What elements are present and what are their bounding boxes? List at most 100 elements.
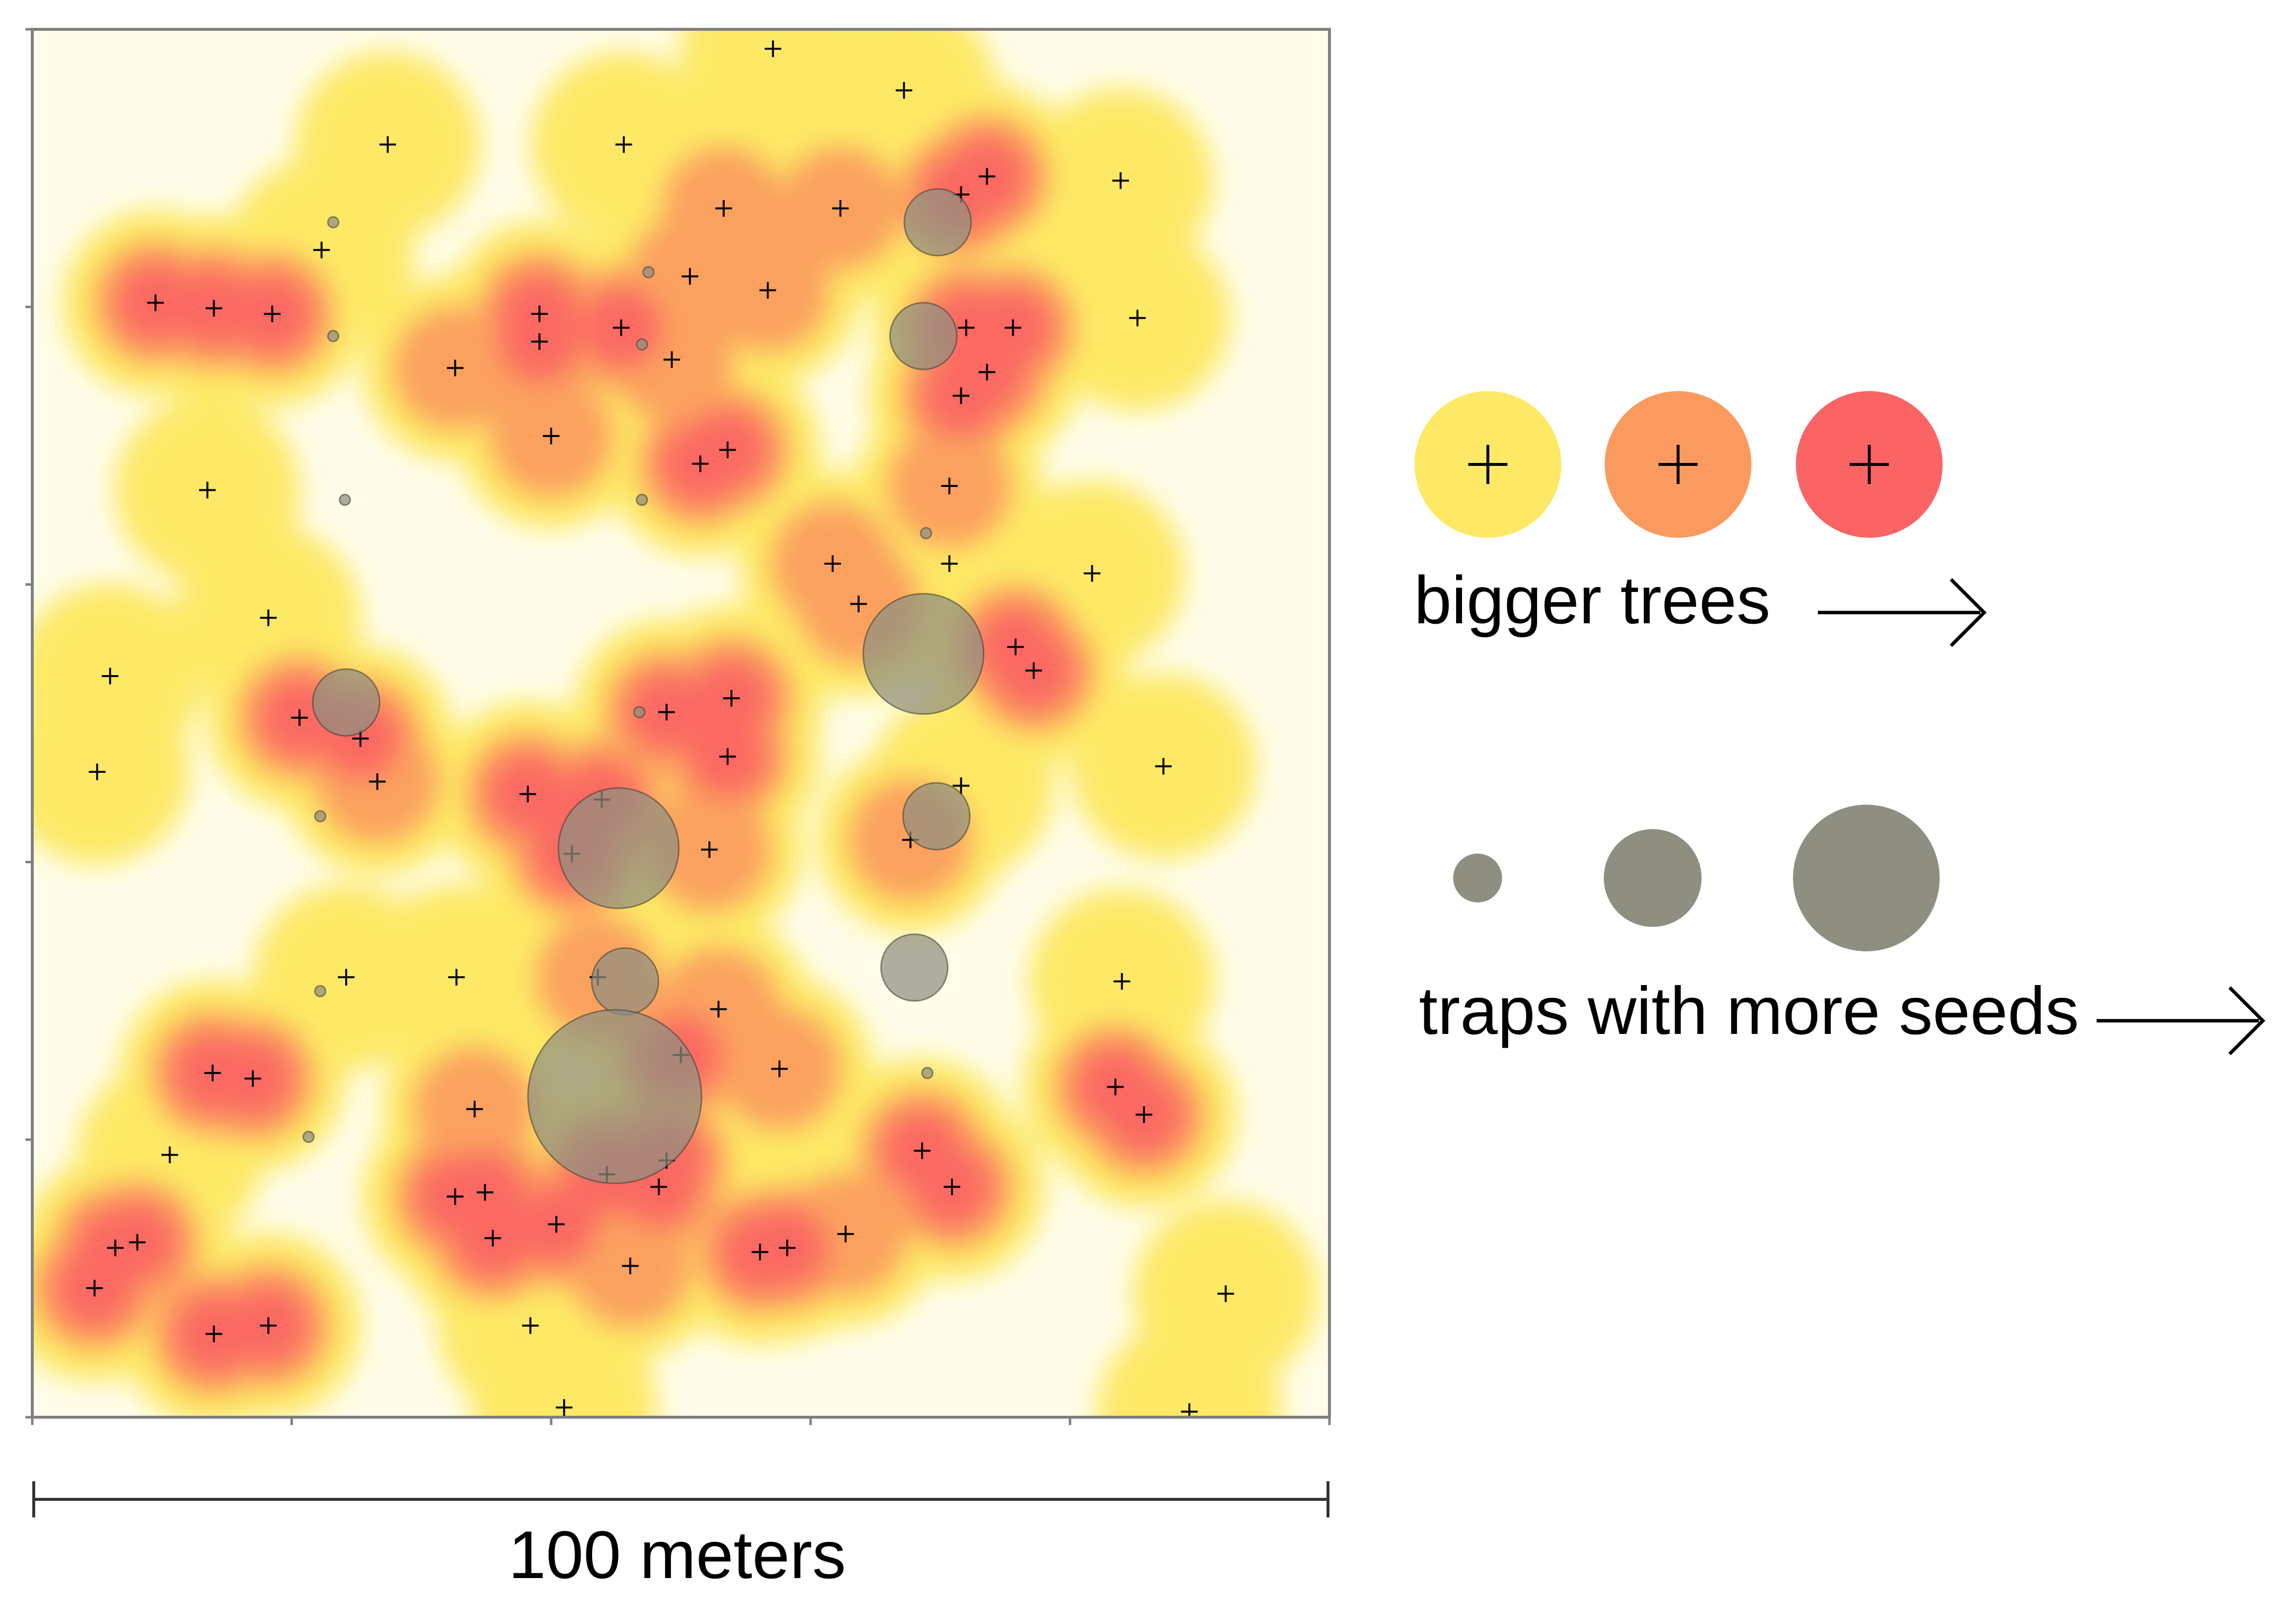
tree-marker [484,1229,501,1247]
tree-marker [548,1216,565,1233]
tree-marker [89,763,106,780]
legend: bigger trees traps with more seeds [1414,391,2265,1055]
tree-marker [205,1325,222,1342]
trap-marker [633,706,646,719]
legend-trees-arrow-icon [1818,578,1987,647]
tree-marker [895,82,912,99]
tree-marker [701,841,718,858]
plot-frame [31,28,1331,1419]
tree-marker [555,1399,573,1416]
tree-marker [824,555,841,572]
tree-marker [107,1239,124,1256]
trap-marker [591,947,660,1016]
tree-halo [471,1315,657,1417]
tree-marker [952,777,970,794]
tree-marker [448,969,465,986]
trap-marker [302,1131,315,1143]
tree-marker [531,333,548,350]
map-panel [25,28,1331,1425]
tree-marker [1129,309,1146,327]
tree-marker [147,294,164,311]
scale-bar-label: 100 meters [509,1517,846,1593]
tree-marker [832,200,849,217]
tree-marker [941,555,958,572]
tree-marker [519,786,536,803]
tree-marker [978,168,996,185]
legend-traps: traps with more seeds [1419,805,2265,1055]
trap-marker [902,782,971,851]
trap-marker [863,593,985,715]
tree-marker [260,1317,277,1334]
tree-marker [779,1239,796,1256]
tree-marker [446,1188,464,1205]
tree-marker [850,595,867,613]
trap-marker [557,787,680,909]
legend-traps-label: traps with more seeds [1419,973,2079,1049]
tree-marker [622,1257,639,1274]
tree-marker [710,1001,727,1018]
trap-marker [903,188,972,257]
tree-marker [338,969,355,986]
tree-marker [943,1178,960,1195]
tree-marker [161,1146,178,1163]
tree-marker [291,709,308,726]
trap-marker [327,216,339,229]
tree-marker [531,305,548,322]
tree-marker [369,773,386,790]
tree-marker [692,455,709,472]
tree-marker [446,359,464,376]
trap-marker [636,493,648,506]
tree-marker [613,319,630,336]
tree-marker [204,1064,221,1081]
trap-marker [527,1009,703,1185]
trap-marker [920,527,932,540]
plot-ticks [25,28,1331,1425]
trap-markers [302,188,985,1185]
trap-marker [327,329,339,342]
tree-marker [715,200,732,217]
trap-marker [314,810,327,823]
tree-halo [1096,1318,1283,1417]
tree-marker [658,703,675,721]
trap-marker [889,302,958,371]
tree-marker [1113,973,1130,990]
legend-tree-large-swatch [1796,391,1943,538]
tree-marker [752,1244,769,1261]
tree-marker [205,300,222,317]
tree-marker [1135,1106,1152,1123]
trap-marker [921,1067,934,1079]
tree-marker [1007,638,1024,656]
trap-marker [642,266,655,279]
tree-marker [1084,565,1101,582]
tree-marker [313,241,330,259]
legend-trap-large-swatch [1793,805,1940,951]
tree-marker [719,748,736,765]
tree-marker [771,1060,788,1077]
tree-marker [1217,1285,1234,1302]
trap-marker [338,493,351,506]
tree-marker [1112,172,1129,189]
tree-marker [958,319,975,336]
trap-marker [312,668,380,737]
tree-marker [199,482,216,499]
tree-marker [764,40,781,57]
scale-bar: 100 meters [32,1481,1329,1593]
tree-marker [650,1178,667,1195]
tree-markers [86,40,1234,1417]
tree-marker [522,1317,539,1334]
tree-marker [543,427,560,444]
tree-marker [978,364,996,381]
tree-marker [260,609,277,626]
legend-tree-small-swatch [1415,391,1561,538]
tree-marker [941,478,958,495]
tree-marker [129,1234,146,1251]
tree-marker [615,136,632,153]
tree-marker [1004,319,1021,336]
legend-trees: bigger trees [1414,391,1987,647]
tree-halo [32,679,190,865]
legend-tree-medium-swatch [1605,391,1751,538]
legend-trap-small-swatch [1453,854,1502,902]
tree-marker [1025,662,1042,679]
trap-marker [314,985,327,997]
